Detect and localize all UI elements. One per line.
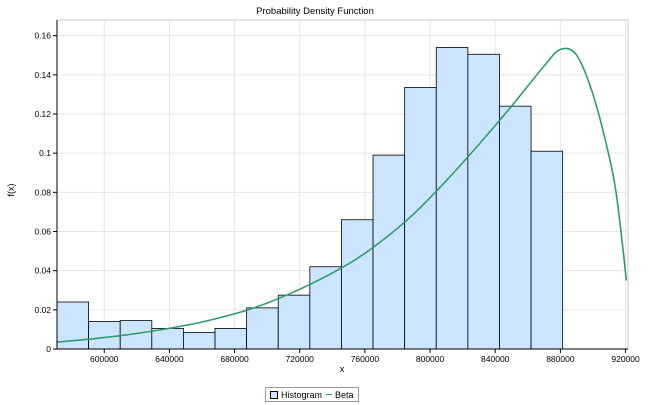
histogram-bar (530, 150, 564, 350)
x-tick-label: 640000 (155, 354, 184, 364)
histogram-bars (56, 47, 564, 350)
y-tick-label: 0.02 (34, 305, 51, 315)
histogram-bar (183, 331, 216, 350)
histogram-bar (435, 47, 469, 350)
legend-beta-label: Beta (335, 389, 354, 400)
histogram-bar (246, 307, 279, 350)
legend-histogram-swatch (270, 390, 278, 399)
chart-legend: Histogram Beta (265, 387, 359, 402)
y-axis-label: f(x) (6, 184, 16, 197)
histogram-bar (88, 321, 121, 350)
histogram-bar (214, 328, 248, 350)
chart-title: Probability Density Function (256, 6, 374, 17)
y-tick-label: 0 (46, 344, 51, 354)
histogram-bar (277, 294, 311, 350)
histogram-bar (467, 53, 500, 350)
x-tick-label: 600000 (90, 354, 119, 364)
histogram-bar (309, 266, 342, 350)
y-axis-ticks: 0 0.02 0.04 0.06 0.08 0.1 0.12 0.14 0.16 (34, 31, 57, 354)
y-tick-label: 0.1 (39, 148, 51, 158)
x-tick-label: 760000 (351, 354, 380, 364)
y-tick-label: 0.14 (34, 70, 51, 80)
x-tick-label: 920000 (611, 354, 640, 364)
y-tick-label: 0.08 (34, 187, 51, 197)
x-tick-label: 800000 (416, 354, 445, 364)
y-tick-label: 0.04 (34, 266, 51, 276)
y-tick-label: 0.16 (34, 31, 51, 41)
x-axis-ticks: 600000 640000 680000 720000 760000 800000 8400… (90, 349, 640, 364)
histogram-bar (372, 154, 406, 350)
x-tick-label: 840000 (481, 354, 510, 364)
histogram-bar (151, 328, 184, 350)
histogram-bar (341, 219, 374, 350)
histogram-bar (499, 105, 532, 350)
x-tick-label: 680000 (220, 354, 249, 364)
x-tick-label: 720000 (286, 354, 315, 364)
legend-histogram-label: Histogram (281, 389, 323, 400)
x-tick-label: 880000 (546, 354, 575, 364)
x-axis-label: x (340, 364, 345, 374)
y-tick-label: 0.06 (34, 227, 51, 237)
legend-beta-line (326, 394, 333, 395)
beta-curve (56, 47, 628, 343)
y-tick-label: 0.12 (34, 109, 51, 119)
